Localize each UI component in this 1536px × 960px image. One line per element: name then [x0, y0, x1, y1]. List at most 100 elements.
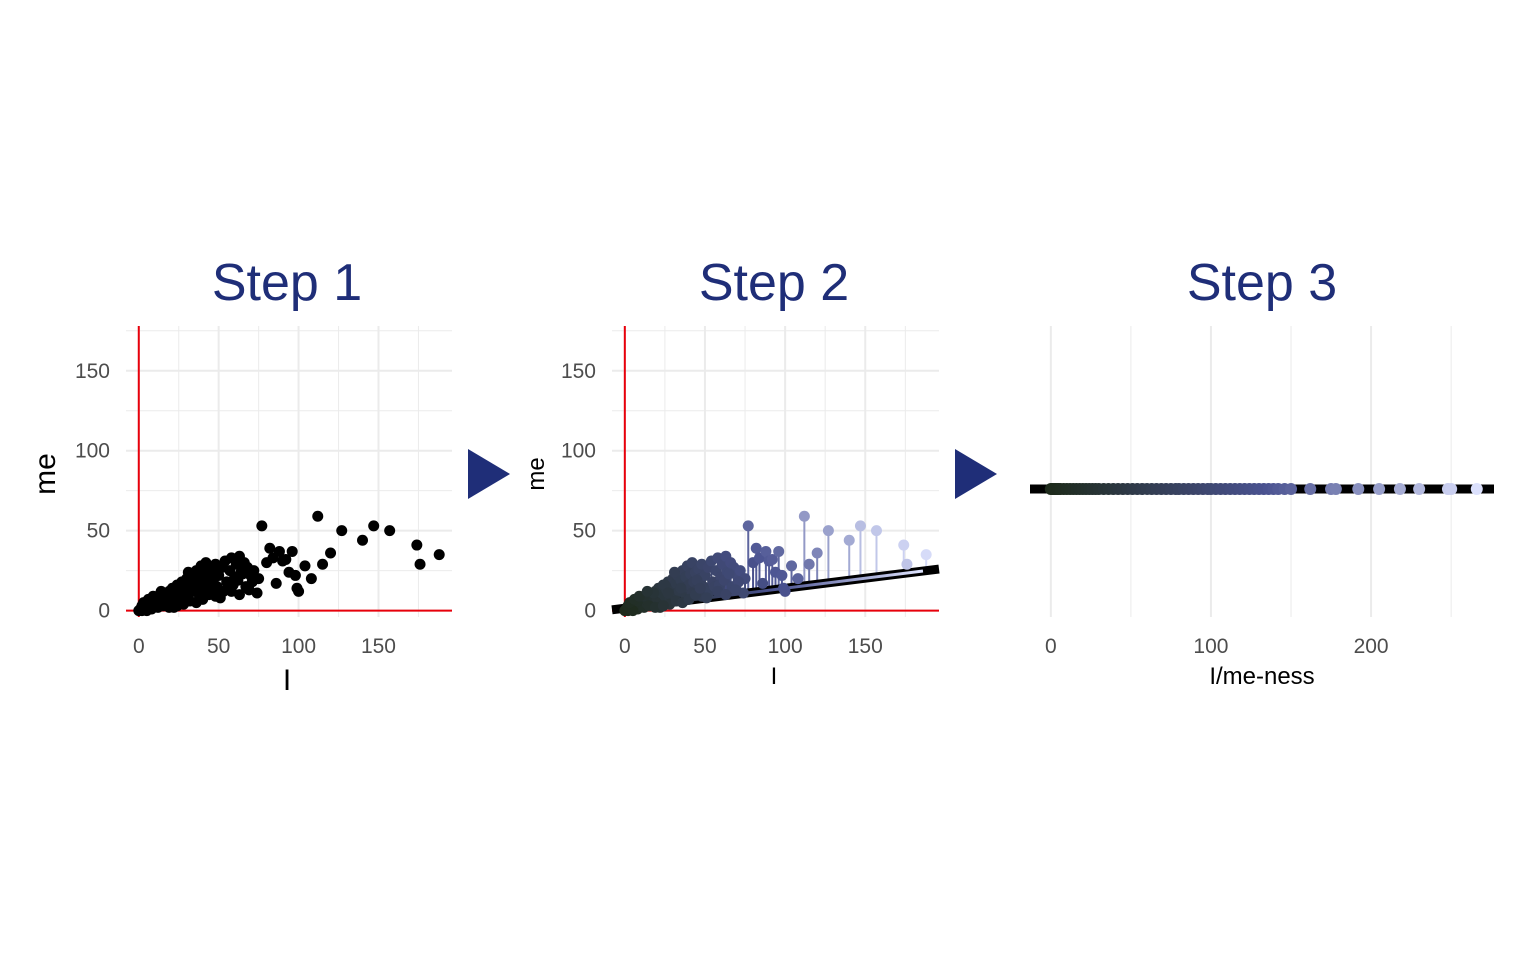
data-point — [854, 520, 866, 532]
y-tick-label: 0 — [584, 600, 596, 623]
data-point — [384, 525, 396, 537]
data-point — [901, 558, 913, 570]
data-point — [766, 553, 778, 565]
data-point — [270, 577, 282, 589]
data-point — [1373, 483, 1386, 495]
data-point — [189, 582, 201, 594]
x-tick-label: 0 — [133, 635, 145, 658]
data-point — [243, 584, 255, 596]
data-point — [1470, 483, 1483, 495]
x-tick-label: 150 — [361, 635, 396, 658]
data-point — [657, 600, 669, 612]
y-tick-label: 100 — [75, 440, 110, 463]
data-point — [811, 547, 823, 559]
data-point — [729, 584, 741, 596]
x-tick-label: 50 — [207, 635, 230, 658]
data-point — [299, 560, 311, 572]
panel-3-title: Step 3 — [1187, 254, 1337, 312]
data-point — [280, 553, 292, 565]
data-point — [171, 600, 183, 612]
data-point — [669, 566, 681, 578]
panel-2-y-axis-title: me — [523, 457, 550, 490]
panel-step-2: Step 2 0 50 100 150 0 50 100 150 I me — [523, 254, 940, 690]
data-point — [357, 534, 369, 546]
data-point — [870, 525, 882, 537]
x-tick-label: 0 — [619, 635, 631, 658]
data-point — [256, 520, 268, 532]
data-point — [792, 573, 804, 585]
data-point — [336, 525, 348, 537]
panel-2-x-axis-title: I — [771, 663, 778, 690]
triangle-right-icon — [955, 449, 997, 499]
data-point — [786, 560, 798, 572]
data-point — [803, 558, 815, 570]
panel-1-reference-lines — [126, 326, 452, 617]
data-point — [182, 566, 194, 578]
panel-3-x-ticks: 0 100 200 — [1045, 635, 1389, 658]
data-point — [734, 565, 746, 577]
data-point — [701, 592, 713, 604]
data-point — [433, 549, 445, 561]
data-point — [898, 539, 910, 551]
data-point — [662, 587, 674, 599]
data-point — [1445, 483, 1458, 495]
y-tick-label: 100 — [561, 440, 596, 463]
panel-1-title: Step 1 — [212, 254, 362, 312]
panel-1-x-ticks: 0 50 100 150 — [133, 635, 396, 658]
data-point — [1352, 483, 1365, 495]
data-point — [1393, 483, 1406, 495]
data-point — [368, 520, 380, 532]
panel-2-title: Step 2 — [699, 254, 849, 312]
data-point — [750, 542, 762, 554]
panel-3-x-axis-title: I/me-ness — [1209, 663, 1314, 690]
data-point — [723, 568, 735, 580]
data-point — [760, 545, 772, 557]
data-point — [411, 539, 423, 551]
data-point — [289, 569, 301, 581]
panel-1-x-axis-title: I — [283, 664, 291, 697]
data-point — [773, 545, 785, 557]
data-point — [176, 587, 188, 599]
panel-1-points — [133, 510, 445, 617]
panel-3-grid — [1049, 326, 1452, 617]
data-point — [1285, 483, 1298, 495]
y-tick-label: 0 — [98, 600, 110, 623]
data-point — [305, 573, 317, 585]
triangle-right-icon — [468, 449, 510, 499]
x-tick-label: 100 — [1193, 635, 1228, 658]
y-tick-label: 150 — [561, 360, 596, 383]
data-point — [208, 582, 220, 594]
x-tick-label: 0 — [1045, 635, 1057, 658]
data-point — [822, 525, 834, 537]
x-tick-label: 200 — [1354, 635, 1389, 658]
y-tick-label: 150 — [75, 360, 110, 383]
data-point — [920, 549, 932, 561]
data-point — [776, 569, 788, 581]
data-point — [779, 585, 791, 597]
panel-1-grid — [126, 326, 452, 617]
data-point — [264, 542, 276, 554]
panel-2-points — [619, 510, 932, 617]
x-tick-label: 150 — [848, 635, 883, 658]
panel-2-x-ticks: 0 50 100 150 — [619, 635, 883, 658]
panel-step-1: Step 1 0 50 100 150 0 50 100 150 I me — [29, 254, 452, 697]
data-point — [633, 590, 645, 602]
data-point — [233, 589, 245, 601]
panel-step-3: Step 3 0 100 200 I/me-ness — [1030, 254, 1494, 690]
data-point — [742, 520, 754, 532]
x-tick-label: 50 — [693, 635, 716, 658]
data-point — [273, 545, 285, 557]
data-point — [312, 510, 324, 522]
y-tick-label: 50 — [573, 520, 596, 543]
data-point — [798, 510, 810, 522]
data-point — [757, 577, 769, 589]
data-point — [720, 589, 732, 601]
data-point — [286, 545, 298, 557]
data-point — [1329, 483, 1342, 495]
data-point — [248, 565, 260, 577]
panel-1-y-axis-title: me — [29, 453, 62, 495]
data-point — [1413, 483, 1426, 495]
y-tick-label: 50 — [87, 520, 110, 543]
data-point — [675, 582, 687, 594]
